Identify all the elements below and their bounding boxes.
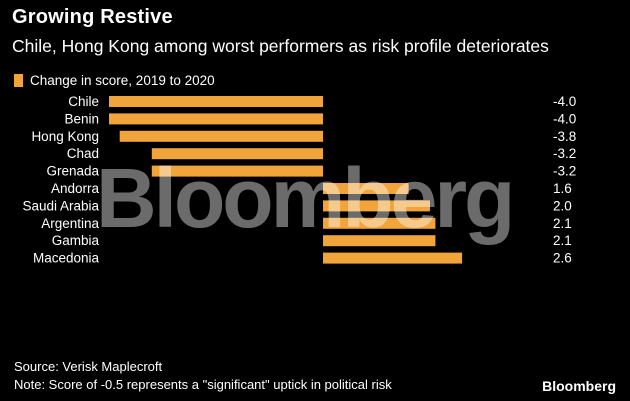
category-label: Andorra (51, 181, 100, 196)
value-label: -4.0 (553, 94, 576, 109)
legend-label: Change in score, 2019 to 2020 (30, 73, 215, 88)
bar-macedonia (323, 252, 463, 264)
category-label: Chile (68, 94, 99, 109)
value-label: 2.6 (553, 251, 572, 266)
value-label: -4.0 (553, 111, 576, 126)
category-label: Benin (64, 111, 99, 126)
value-label: -3.2 (553, 146, 576, 161)
bar-andorra (323, 183, 409, 194)
bar-chile (109, 96, 323, 107)
category-labels: Chile Benin Hong Kong Chad Grenada Andorra Sau… (22, 94, 99, 266)
category-label: Grenada (46, 164, 99, 179)
value-label: 1.6 (553, 181, 572, 196)
bar-hong-kong (119, 130, 323, 142)
value-label: -3.8 (553, 129, 576, 144)
bar-gambia (323, 235, 436, 247)
chart-subtitle: Chile, Hong Kong among worst performers … (12, 36, 549, 56)
bar-chad (151, 148, 323, 160)
category-label: Saudi Arabia (22, 198, 99, 213)
bloomberg-logo: Bloomberg (542, 378, 616, 394)
chart-title: Growing Restive (12, 6, 173, 28)
value-label: 2.1 (553, 233, 572, 248)
bar-argentina (323, 217, 436, 229)
bar-saudi-arabia (323, 200, 430, 212)
category-label: Argentina (41, 216, 99, 231)
legend-swatch (14, 74, 23, 87)
footnote: Note: Score of -0.5 represents a "signif… (14, 377, 392, 392)
value-label: -3.2 (553, 164, 576, 179)
category-label: Chad (67, 146, 99, 161)
value-labels: -4.0 -4.0 -3.8 -3.2 -3.2 1.6 2.0 2.1 2.1 2.6 (553, 94, 576, 266)
value-label: 2.0 (553, 198, 572, 213)
source-note: Source: Verisk Maplecroft (14, 359, 163, 374)
category-label: Hong Kong (31, 129, 99, 144)
bar-grenada (151, 165, 323, 177)
category-label: Macedonia (33, 251, 100, 266)
category-label: Gambia (52, 233, 100, 248)
value-label: 2.1 (553, 216, 572, 231)
bar-benin (109, 113, 323, 125)
bars-group (109, 96, 463, 264)
legend: Change in score, 2019 to 2020 (14, 73, 215, 88)
